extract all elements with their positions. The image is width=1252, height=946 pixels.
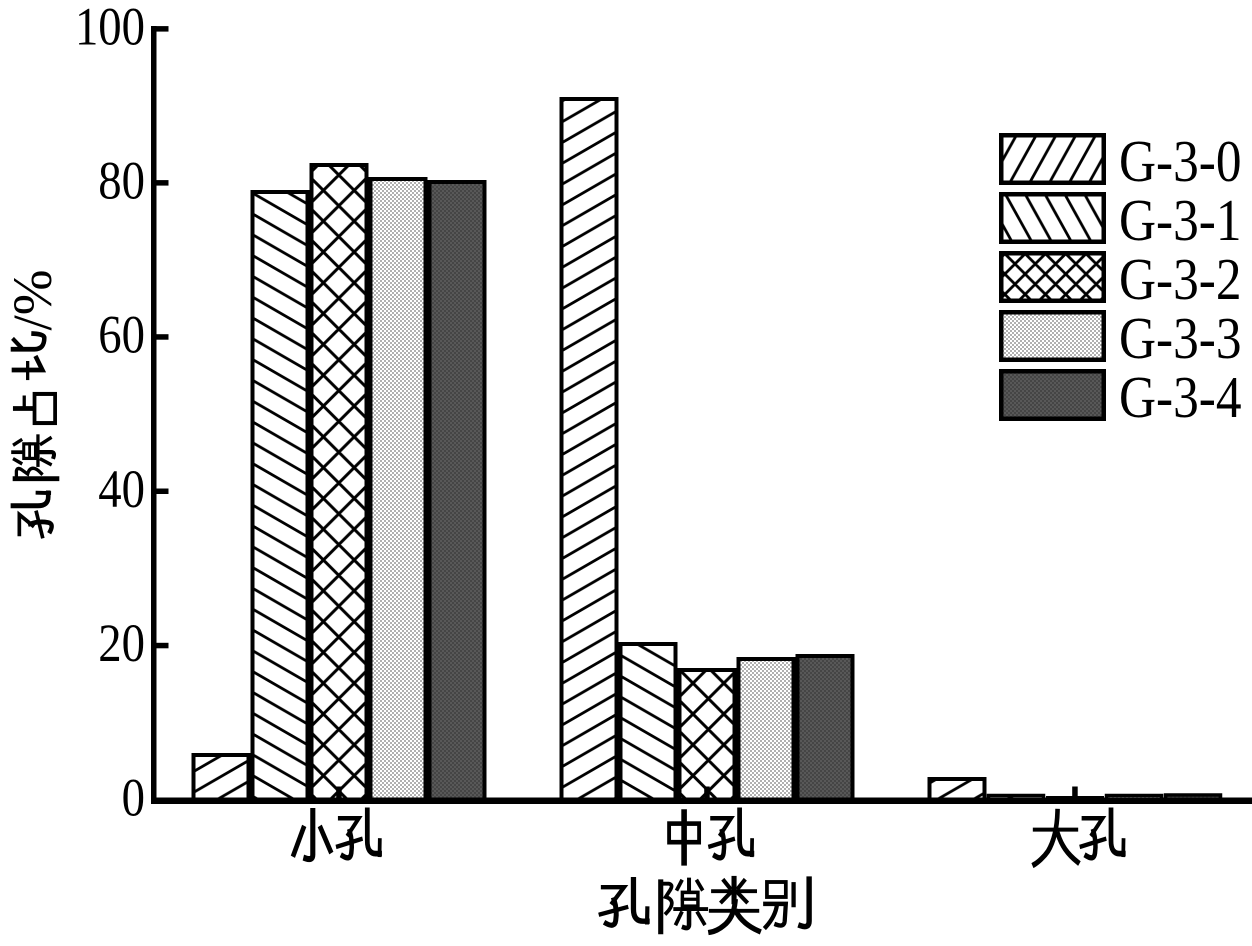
svg-text:G-3-4: G-3-4 — [1119, 365, 1242, 430]
svg-text:100: 100 — [75, 0, 145, 56]
svg-text:40: 40 — [98, 459, 145, 519]
svg-text:G-3-2: G-3-2 — [1119, 247, 1242, 312]
svg-text:0: 0 — [122, 767, 145, 827]
svg-text:80: 80 — [98, 150, 145, 210]
svg-text:G-3-1: G-3-1 — [1119, 188, 1242, 253]
svg-text:/%: /% — [2, 269, 63, 330]
svg-text:60: 60 — [98, 304, 145, 364]
svg-text:G-3-3: G-3-3 — [1119, 306, 1242, 371]
svg-text:G-3-0: G-3-0 — [1119, 129, 1242, 194]
svg-text:20: 20 — [98, 613, 145, 673]
